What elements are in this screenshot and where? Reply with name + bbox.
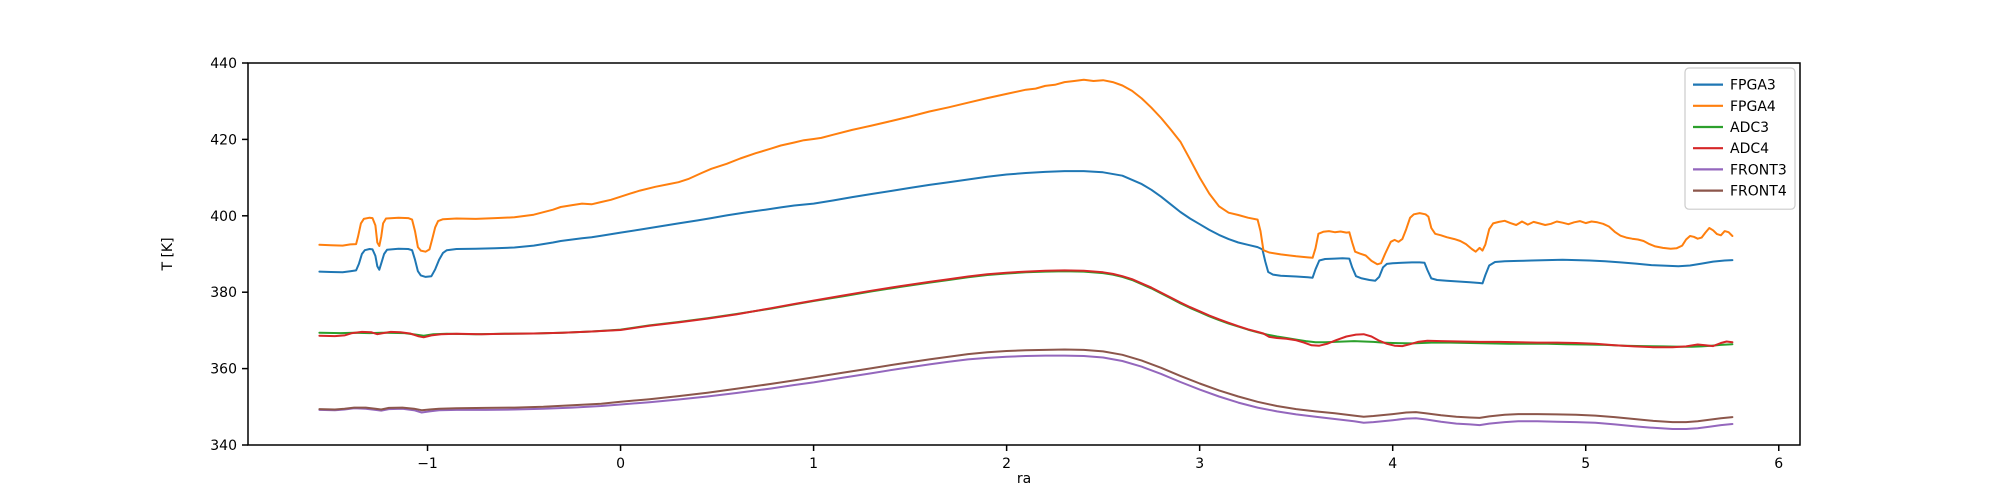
series-line-front3 bbox=[318, 354, 1734, 430]
x-axis-label: ra bbox=[1017, 471, 1031, 487]
legend-label: ADC3 bbox=[1730, 120, 1769, 136]
legend-entry-adc4: ADC4 bbox=[1693, 141, 1769, 157]
legend-label: FPGA4 bbox=[1730, 99, 1776, 115]
x-tick-label: 5 bbox=[1581, 456, 1590, 472]
series-line-adc4 bbox=[318, 269, 1734, 349]
legend-entry-fpga4: FPGA4 bbox=[1693, 99, 1776, 115]
legend-label: ADC4 bbox=[1730, 141, 1769, 157]
y-tick-label: 360 bbox=[210, 362, 237, 378]
x-tick-label: 1 bbox=[809, 456, 818, 472]
x-tick-label: −1 bbox=[417, 456, 438, 472]
y-tick-label: 380 bbox=[210, 285, 237, 301]
legend-entry-fpga3: FPGA3 bbox=[1693, 78, 1776, 94]
legend-entry-front3: FRONT3 bbox=[1693, 162, 1787, 178]
series-line-fpga3 bbox=[318, 170, 1734, 285]
y-tick-label: 440 bbox=[210, 56, 237, 72]
legend-entry-front4: FRONT4 bbox=[1693, 184, 1787, 200]
y-tick-label: 340 bbox=[210, 438, 237, 454]
x-tick-label: 0 bbox=[616, 456, 625, 472]
x-tick-label: 6 bbox=[1774, 456, 1783, 472]
series-line-fpga4 bbox=[318, 78, 1734, 266]
legend-entry-adc3: ADC3 bbox=[1693, 120, 1769, 136]
plot-layer bbox=[248, 63, 1800, 445]
legend-label: FPGA3 bbox=[1730, 78, 1776, 94]
legend-box bbox=[1684, 67, 1796, 210]
x-tick-label: 4 bbox=[1388, 456, 1397, 472]
legend-label: FRONT4 bbox=[1730, 184, 1787, 200]
plot-background bbox=[248, 63, 1800, 445]
y-tick-label: 420 bbox=[210, 132, 237, 148]
plot-area-border bbox=[247, 62, 1801, 446]
legend: FPGA3 FPGA4 ADC3 ADC4 FRONT3 FRONT4 bbox=[1684, 67, 1796, 210]
y-tick-label: 400 bbox=[210, 209, 237, 225]
y-axis-label: T [K] bbox=[160, 237, 176, 271]
legend-label: FRONT3 bbox=[1730, 162, 1787, 178]
series-line-front4 bbox=[318, 348, 1734, 424]
x-tick-label: 2 bbox=[1002, 456, 1011, 472]
x-tick-label: 3 bbox=[1195, 456, 1204, 472]
axis-layer: −1 0 1 2 3 4 5 6 340 360 380 400 420 440 bbox=[210, 56, 1801, 472]
